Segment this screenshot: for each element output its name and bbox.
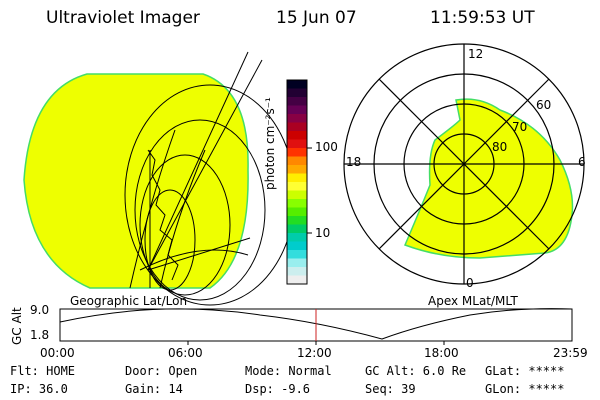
mlt-label-0: 0 [466,276,474,290]
altitude-ylabel: GC Alt [10,307,24,345]
colorbar-tick-label-100: 100 [315,140,338,154]
status-gain: Gain: 14 [125,382,183,396]
colorbar-segment [287,165,307,174]
status-glon: GLon: ***** [485,382,565,396]
status-flt: Flt: HOME [10,364,76,378]
altitude-curve [59,308,573,340]
mlt-label-18: 18 [346,155,362,169]
colorbar-frame [286,79,308,285]
colorbar-segment [287,156,307,166]
date-label: 15 Jun 07 [276,8,357,28]
lat-label-60: 60 [536,98,552,112]
xtick-06-00: 06:00 [168,346,203,360]
aurora-oval [404,98,574,259]
status-dsp: Dsp: -9.6 [245,382,311,396]
colorbar-segment [287,122,307,132]
geographic-label: Geographic Lat/Lon [70,294,188,308]
xtick-00-00: 00:00 [40,346,75,360]
altitude-ytick-1-8: 1.8 [30,328,50,342]
colorbar-tick-label-10: 10 [315,226,331,240]
colorbar-segment [287,233,307,242]
status-seq: Seq: 39 [365,382,416,396]
colorbar-segment [287,182,307,191]
colorbar-segment [287,207,307,217]
apex-label: Apex MLat/MLT [428,294,518,308]
geographic-image [23,51,296,306]
mlt-label-12: 12 [468,47,484,61]
status-ip: IP: 36.0 [10,382,68,396]
colorbar-segment [287,216,307,225]
status-glat: GLat: ***** [485,364,565,378]
lat-label-80: 80 [492,140,508,154]
status-door: Door: Open [125,364,198,378]
aurora-disc-left [23,73,249,289]
colorbar-segment [287,88,307,98]
colorbar-segment [287,105,307,115]
colorbar-segment [287,114,307,123]
altitude-plot [59,308,573,345]
colorbar-segment [287,139,307,149]
colorbar-segment [287,131,307,140]
colorbar-segment [287,97,307,106]
lat-label-70: 70 [512,120,528,134]
colorbar-segment [287,258,307,268]
colorbar-segment [287,275,307,285]
instrument-title: Ultraviolet Imager [46,8,200,28]
coastline [147,149,179,281]
colorbar [287,80,307,285]
colorbar-segment [287,190,307,200]
colorbar-segment [287,199,307,208]
colorbar-segment [287,267,307,276]
colorbar-segment [287,148,307,157]
status-gcalt: GC Alt: 6.0 Re [365,364,467,378]
xtick-12-00: 12:00 [297,346,332,360]
mlt-label-6: 6 [578,155,586,169]
colorbar-unit-label: photon cm⁻²s⁻¹ [263,97,277,190]
xtick-23-59: 23:59 [553,346,588,360]
altitude-ytick-9: 9.0 [30,303,50,317]
colorbar-segment [287,80,307,89]
xtick-18-00: 18:00 [424,346,459,360]
colorbar-segment [287,173,307,183]
polar-plot [343,43,585,285]
colorbar-segment [287,241,307,251]
status-mode: Mode: Normal [245,364,332,378]
colorbar-segment [287,224,307,234]
time-label: 11:59:53 UT [430,8,535,28]
colorbar-segment [287,250,307,259]
